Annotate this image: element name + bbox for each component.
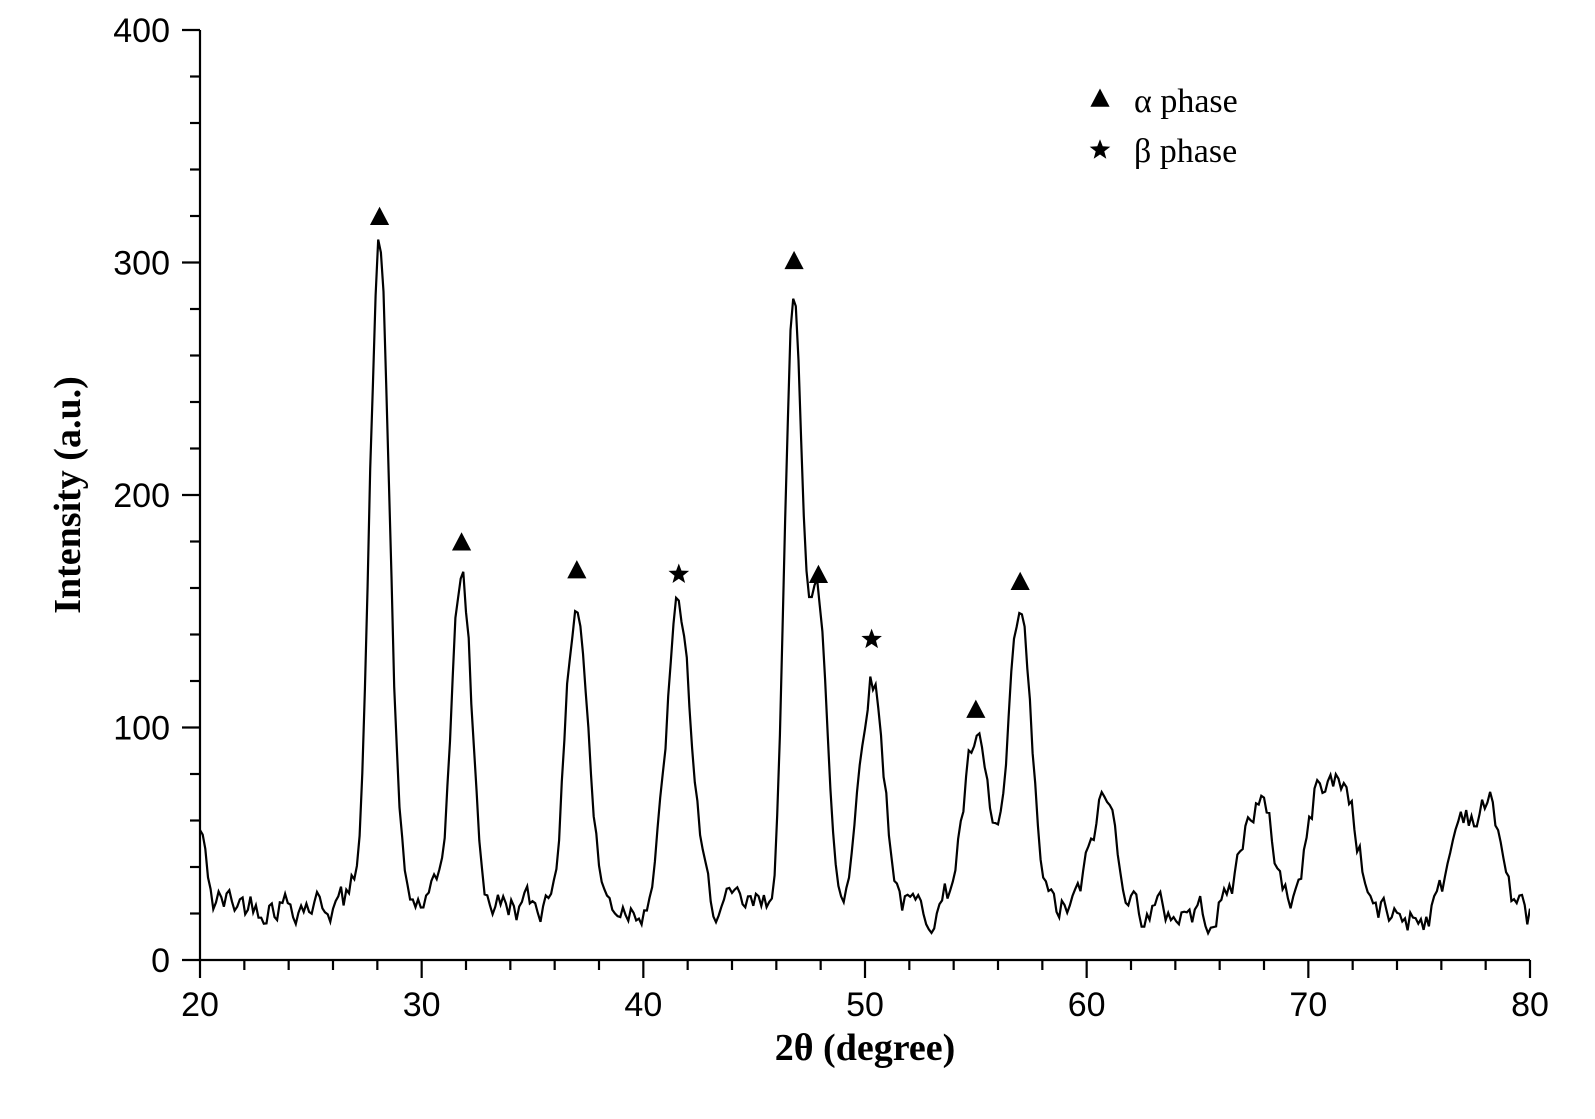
x-tick-label: 70: [1289, 986, 1327, 1024]
alpha-marker-icon: [567, 560, 586, 578]
xrd-trace: [200, 240, 1530, 934]
y-tick-label: 200: [113, 477, 170, 515]
chart-svg: 20 30 40 50 60 70 80 0 100 200 300 400 2θ (degree) In…: [0, 0, 1595, 1119]
y-tick-label: 300: [113, 245, 170, 283]
xrd-chart: 20 30 40 50 60 70 80 0 100 200 300 400 2θ (degree) In…: [0, 0, 1595, 1119]
x-tick-label: 60: [1068, 986, 1106, 1024]
beta-marker-icon: [669, 564, 690, 584]
x-tick-label: 50: [846, 986, 884, 1024]
y-tick-label: 100: [113, 710, 170, 748]
alpha-marker-icon: [966, 700, 985, 718]
x-axis-label: 2θ (degree): [775, 1027, 956, 1069]
legend-star-icon: [1090, 139, 1111, 159]
y-tick-label: 400: [113, 12, 170, 50]
legend: α phase β phase: [1090, 83, 1238, 170]
alpha-marker-icon: [1011, 572, 1030, 590]
alpha-marker-icon: [784, 251, 803, 269]
x-tick-label: 20: [181, 986, 219, 1024]
alpha-marker-icon: [370, 207, 389, 225]
legend-label: α phase: [1134, 83, 1238, 120]
x-tick-label: 40: [624, 986, 662, 1024]
y-axis-label: Intensity (a.u.): [47, 376, 89, 614]
axes: 20 30 40 50 60 70 80 0 100 200 300 400: [113, 12, 1549, 1024]
beta-marker-icon: [861, 629, 882, 649]
legend-label: β phase: [1134, 133, 1237, 170]
y-tick-label: 0: [151, 942, 170, 980]
alpha-marker-icon: [452, 532, 471, 550]
alpha-marker-icon: [809, 565, 828, 583]
x-tick-label: 80: [1511, 986, 1549, 1024]
legend-triangle-icon: [1090, 88, 1109, 106]
x-tick-label: 30: [403, 986, 441, 1024]
